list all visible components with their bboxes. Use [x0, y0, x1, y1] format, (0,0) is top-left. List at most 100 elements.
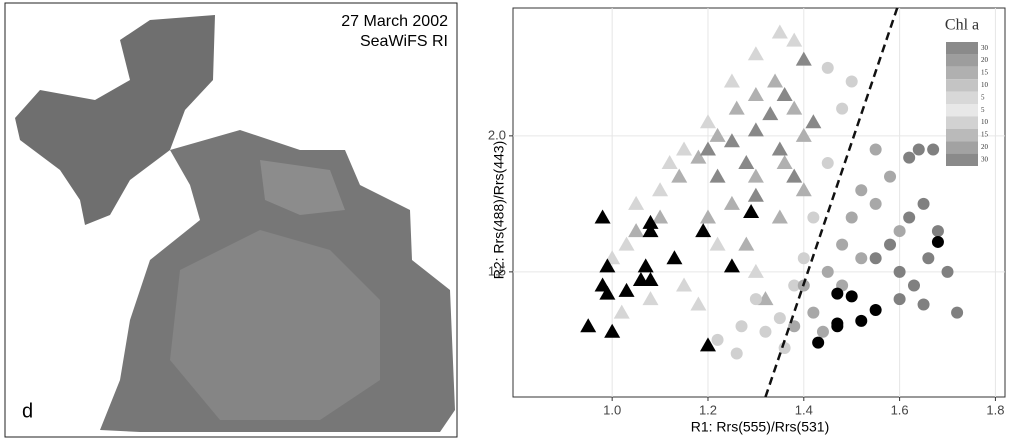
- circle-point: [931, 225, 944, 238]
- triangle-point: [795, 182, 812, 197]
- triangle-point: [786, 168, 803, 183]
- triangle-point: [613, 304, 630, 319]
- circle-point: [821, 61, 834, 74]
- triangle-point: [594, 209, 611, 224]
- triangle-point: [723, 258, 740, 273]
- triangle-point: [723, 133, 740, 148]
- triangle-point: [747, 168, 764, 183]
- colorbar-swatch: [946, 79, 978, 92]
- image-sensor: SeaWiFS RI: [360, 33, 448, 50]
- triangle-point: [795, 51, 812, 66]
- colorbar-label: 20: [981, 143, 989, 151]
- triangle-point: [757, 291, 774, 306]
- triangle-point: [723, 73, 740, 88]
- colorbar-swatch: [946, 128, 978, 142]
- triangle-point: [671, 168, 688, 183]
- circle-point: [931, 235, 944, 248]
- triangle-point: [642, 272, 659, 287]
- circle-point: [951, 306, 964, 319]
- dashed-line: [764, 7, 899, 398]
- circle-point: [912, 143, 925, 156]
- triangle-point: [699, 141, 716, 156]
- triangle-point: [690, 296, 707, 311]
- circle-point: [893, 293, 906, 306]
- x-axis-label: R1: Rrs(555)/Rrs(531): [691, 419, 829, 435]
- colorbar-label: 10: [981, 81, 989, 89]
- circle-point: [836, 238, 849, 251]
- circle-point: [869, 143, 882, 156]
- colorbar-label: 5: [981, 93, 985, 101]
- colorbar-swatch: [946, 91, 978, 104]
- triangle-point: [771, 24, 788, 39]
- circle-point: [855, 314, 868, 327]
- circle-point: [730, 347, 743, 360]
- triangle-point: [771, 141, 788, 156]
- triangle-point: [661, 155, 678, 170]
- triangle-point: [786, 100, 803, 115]
- colorbar-swatch: [946, 153, 978, 166]
- circle-point: [884, 238, 897, 251]
- triangle-point: [795, 127, 812, 142]
- triangle-point: [695, 223, 712, 238]
- triangle-point: [652, 182, 669, 197]
- circle-point: [836, 102, 849, 115]
- circle-point: [807, 211, 820, 224]
- sea-shade: [260, 160, 345, 215]
- circle-point: [788, 279, 801, 292]
- triangle-point: [642, 291, 659, 306]
- y-tick-label: 2.0: [488, 127, 506, 142]
- triangle-point: [762, 106, 779, 121]
- circle-point: [831, 287, 844, 300]
- circle-point: [903, 151, 916, 164]
- triangle-point: [747, 187, 764, 202]
- colorbar-swatch: [946, 54, 978, 67]
- plot-area: [512, 7, 1006, 398]
- circle-point: [869, 303, 882, 316]
- triangle-point: [637, 258, 654, 273]
- colorbar-swatch: [946, 141, 978, 154]
- panel-label: d: [22, 400, 33, 422]
- triangle-point: [747, 46, 764, 61]
- triangle-point: [666, 250, 683, 265]
- triangle-point: [699, 209, 716, 224]
- circle-point: [845, 290, 858, 303]
- triangle-point: [709, 127, 726, 142]
- y-axis-label: R2: Rrs(488)/Rrs(443): [491, 141, 507, 279]
- circle-point: [941, 265, 954, 278]
- circle-point: [917, 197, 930, 210]
- circle-point: [907, 279, 920, 292]
- circle-point: [735, 320, 748, 333]
- triangle-point: [580, 318, 597, 333]
- triangle-point: [628, 223, 645, 238]
- circle-point: [773, 312, 786, 325]
- y-tick-label: 1.5: [488, 263, 506, 278]
- triangle-point: [604, 323, 621, 338]
- circle-point: [845, 75, 858, 88]
- triangle-point: [618, 236, 635, 251]
- land-sea-shape: [15, 15, 215, 225]
- x-tick-label: 1.0: [603, 402, 621, 417]
- circle-point: [869, 252, 882, 265]
- image-date: 27 March 2002: [341, 13, 448, 30]
- circle-point: [831, 320, 844, 333]
- circle-point: [903, 211, 916, 224]
- triangle-point: [747, 263, 764, 278]
- triangle-point: [747, 122, 764, 137]
- circle-point: [821, 265, 834, 278]
- x-tick-label: 1.6: [891, 402, 909, 417]
- triangle-point: [771, 209, 788, 224]
- circle-point: [855, 184, 868, 197]
- colorbar-swatch: [946, 116, 978, 129]
- circle-point: [917, 298, 930, 311]
- x-tick-label: 1.2: [699, 402, 717, 417]
- circle-point: [797, 252, 810, 265]
- circle-point: [778, 342, 791, 355]
- circle-point: [807, 306, 820, 319]
- triangle-point: [642, 223, 659, 238]
- triangle-point: [628, 195, 645, 210]
- circle-point: [711, 333, 724, 346]
- triangle-point: [747, 87, 764, 102]
- triangle-point: [738, 155, 755, 170]
- triangle-point: [776, 87, 793, 102]
- triangle-point: [723, 195, 740, 210]
